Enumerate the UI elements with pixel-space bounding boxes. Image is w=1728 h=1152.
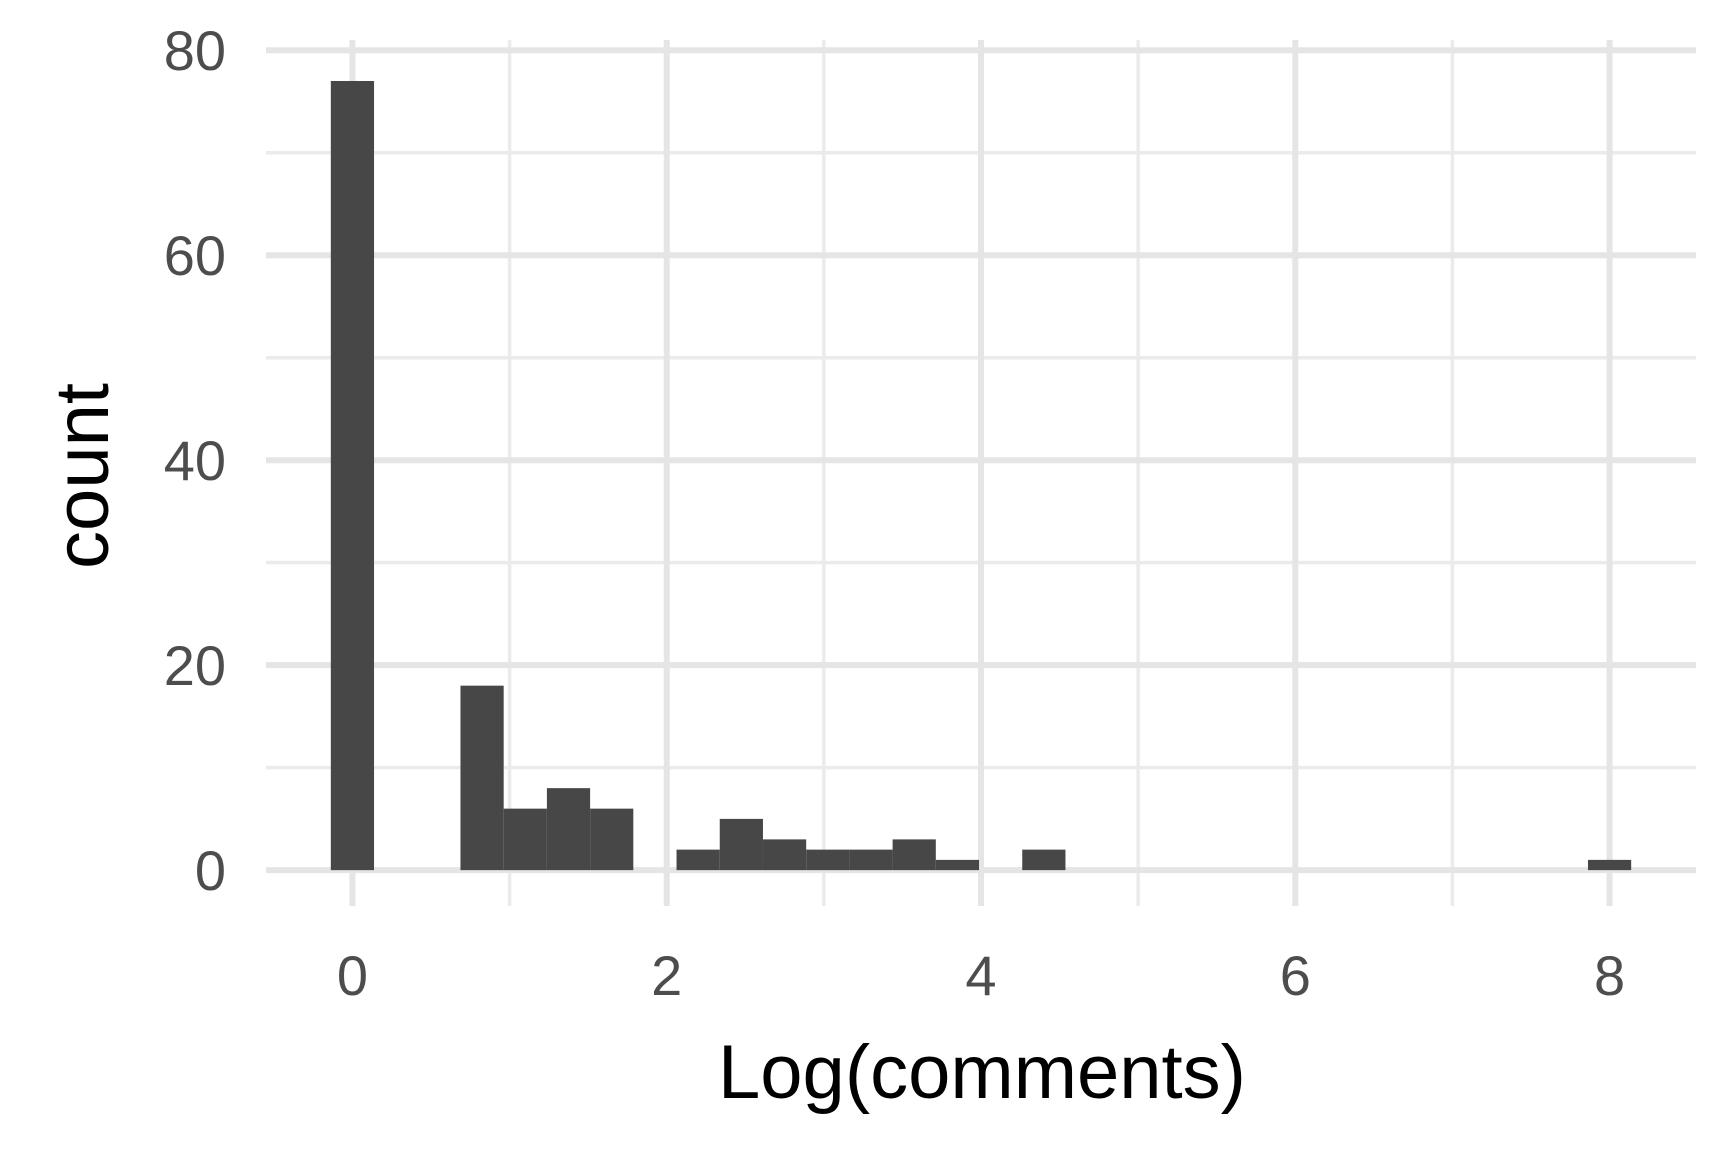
x-tick-label: 2	[651, 944, 682, 1007]
histogram-bar	[719, 818, 763, 871]
y-tick-label: 20	[164, 634, 226, 697]
y-tick-label: 0	[195, 839, 226, 902]
histogram-bars	[330, 80, 1632, 871]
histogram-bar	[1587, 859, 1632, 871]
y-tick-label: 60	[164, 224, 226, 287]
x-axis-title: Log(comments)	[718, 1030, 1246, 1115]
histogram-bar	[762, 839, 807, 871]
histogram-bar	[806, 849, 850, 871]
x-tick-label: 4	[965, 944, 996, 1007]
x-tick-labels: 0 2 4 6 8	[337, 944, 1625, 1007]
histogram-bar	[935, 859, 980, 871]
histogram-bar	[590, 808, 634, 871]
histogram-bar	[676, 849, 720, 871]
y-tick-labels: 0 20 40 60 80	[164, 19, 226, 902]
histogram-bar	[330, 80, 375, 871]
histogram-bar	[1022, 849, 1066, 871]
y-tick-label: 40	[164, 429, 226, 492]
y-axis-title: count	[40, 383, 125, 569]
histogram-bar	[849, 849, 893, 871]
y-tick-label: 80	[164, 19, 226, 82]
histogram-bar	[460, 685, 504, 871]
x-tick-label: 0	[337, 944, 368, 1007]
x-tick-label: 6	[1280, 944, 1311, 1007]
x-tick-label: 8	[1594, 944, 1625, 1007]
histogram-bar	[503, 808, 547, 871]
histogram-bar	[892, 839, 936, 871]
histogram-bar	[546, 788, 591, 871]
